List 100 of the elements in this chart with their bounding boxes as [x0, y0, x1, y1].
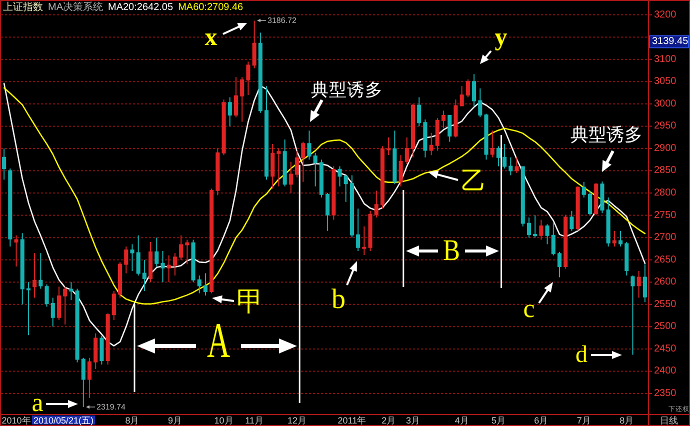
y-tick-label: 2950 — [654, 120, 677, 132]
candlestick — [44, 284, 49, 308]
candlestick — [478, 88, 482, 118]
candlestick — [423, 119, 428, 158]
candlestick — [160, 250, 165, 283]
x-tick-label: 3月 — [406, 416, 420, 426]
candlestick — [307, 130, 312, 160]
y-tick-label: 3100 — [654, 54, 677, 65]
candlestick — [63, 286, 68, 325]
candlestick — [179, 234, 184, 260]
candlestick — [350, 174, 354, 238]
annotation: a — [32, 388, 44, 417]
candlestick — [38, 252, 43, 290]
candlestick — [50, 297, 55, 328]
candlestick — [2, 148, 6, 180]
candlestick — [636, 270, 641, 298]
annotation: 典型诱多 — [311, 80, 383, 100]
y-tick-label: 2750 — [654, 210, 677, 221]
y-tick-label: 3000 — [654, 98, 677, 110]
candlestick — [502, 144, 507, 170]
candlestick — [148, 242, 153, 283]
y-tick-label: 2550 — [654, 298, 677, 310]
candlestick — [112, 290, 116, 320]
candlestick — [185, 239, 190, 265]
candlestick — [404, 136, 409, 165]
candlestick — [380, 146, 385, 210]
candlestick — [386, 136, 391, 156]
x-tick-label: 5月 — [491, 416, 506, 426]
candlestick — [106, 312, 110, 366]
candlestick — [508, 156, 513, 176]
candlestick — [142, 259, 146, 292]
candlestick — [460, 86, 464, 107]
candlestick — [172, 252, 177, 276]
candlestick — [533, 214, 538, 238]
candlestick — [136, 234, 140, 276]
candlestick — [14, 234, 18, 268]
x-tick-label: 2011年 — [338, 416, 366, 426]
text: 2010/05/21(五) — [33, 416, 94, 426]
candlestick — [429, 132, 434, 156]
candlestick — [276, 148, 281, 187]
y-tick-label: 2800 — [654, 188, 677, 199]
candlestick — [618, 230, 623, 247]
x-tick-label: 10月 — [214, 416, 234, 426]
candlestick — [222, 98, 226, 156]
y-tick-label: 3200 — [654, 9, 677, 20]
x-tick-label: 12月 — [288, 416, 307, 426]
annotation: B — [443, 234, 460, 268]
candlestick — [454, 98, 458, 138]
y-tick-label: 2650 — [654, 254, 677, 266]
candlestick — [8, 168, 12, 247]
candlestick — [338, 166, 342, 187]
candlestick — [539, 219, 544, 240]
candlestick — [130, 244, 134, 272]
candlestick — [582, 181, 586, 198]
candlestick — [319, 159, 324, 198]
x-tick-label: 11月 — [245, 416, 264, 426]
candlestick — [356, 208, 360, 252]
candlestick — [56, 286, 62, 320]
candlestick — [368, 210, 372, 252]
annotation: y — [494, 24, 508, 51]
candlestick — [81, 357, 86, 408]
candlestick — [520, 166, 525, 227]
candlestick — [264, 86, 269, 180]
candlestick — [100, 335, 104, 366]
candlestick — [624, 242, 629, 276]
candlestick — [588, 190, 592, 216]
candlestick — [246, 61, 250, 96]
candlestick — [234, 76, 238, 118]
candlestick — [94, 332, 98, 370]
x-tick-label: 2月 — [382, 416, 396, 426]
candlestick — [417, 96, 422, 127]
candlestick — [240, 76, 244, 122]
text: MA60:2709.46 — [178, 2, 244, 13]
candlestick — [118, 262, 122, 298]
annotation: d — [576, 342, 588, 368]
candlestick — [124, 246, 128, 274]
candlestick — [332, 166, 336, 220]
candlestick — [166, 254, 171, 283]
candlestick — [466, 78, 470, 98]
y-tick-label: 2450 — [654, 343, 677, 354]
candlestick — [398, 154, 403, 187]
candlestick — [490, 130, 494, 158]
candlestick — [270, 144, 275, 190]
y-tick-label: 2850 — [654, 165, 677, 176]
y-tick-label: 2600 — [654, 276, 677, 288]
candlestick — [410, 103, 416, 158]
annotation: b — [332, 284, 346, 315]
candlestick — [154, 237, 159, 268]
x-tick-label: 4月 — [454, 416, 469, 426]
candlestick — [191, 239, 196, 283]
candlestick — [557, 251, 562, 278]
candlestick — [576, 186, 580, 232]
candlestick — [26, 282, 30, 336]
x-tick-label: 2010年 — [2, 416, 31, 426]
candlestick — [374, 190, 378, 218]
candlestick — [210, 188, 214, 294]
candlestick — [203, 272, 208, 296]
candlestick — [564, 214, 568, 270]
candlestick — [472, 74, 476, 107]
candlestick — [69, 282, 74, 300]
